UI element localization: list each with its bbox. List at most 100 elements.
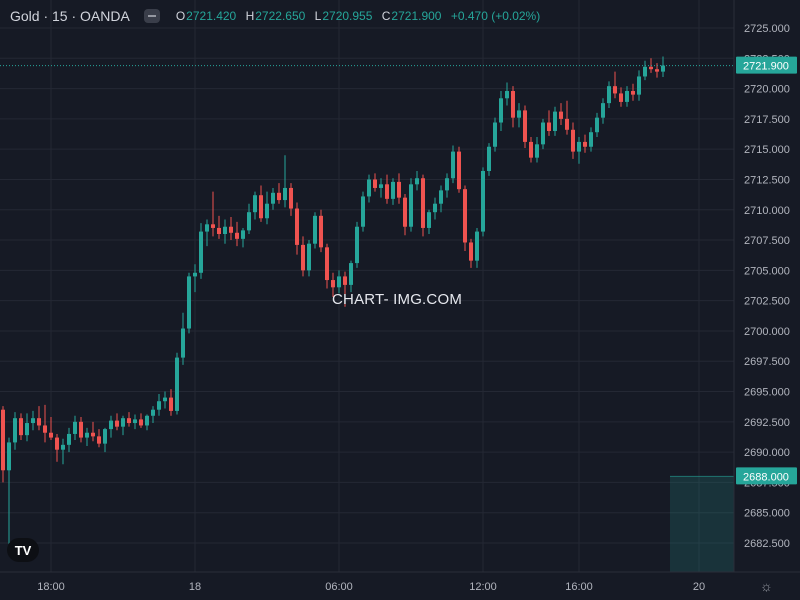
price-axis[interactable]: 2725.0002722.5002720.0002717.5002715.000…: [736, 23, 797, 550]
candle-body: [535, 144, 539, 158]
y-tick-label: 2705.000: [744, 265, 790, 277]
candle-body: [133, 419, 137, 424]
candle: [433, 197, 437, 220]
y-tick-label: 2692.500: [744, 417, 790, 429]
y-tick-label: 2685.000: [744, 508, 790, 520]
candle: [583, 134, 587, 153]
high-value: 2722.650: [255, 9, 306, 23]
candle: [475, 227, 479, 268]
settings-gear-icon[interactable]: ☼: [760, 578, 773, 594]
candle-body: [193, 272, 197, 277]
candle: [175, 352, 179, 415]
candle: [589, 127, 593, 152]
symbol-label[interactable]: Gold · 15 · OANDA: [10, 8, 130, 24]
change-value: +0.470 (+0.02%): [450, 9, 541, 23]
low-label: L: [314, 9, 322, 23]
high-label: H: [245, 9, 255, 23]
y-tick-label: 2720.000: [744, 84, 790, 96]
candle: [487, 143, 491, 176]
candle: [103, 427, 107, 453]
candle-body: [115, 420, 119, 427]
candle: [61, 438, 65, 465]
candle-body: [463, 189, 467, 243]
candle: [319, 209, 323, 253]
candle: [535, 137, 539, 163]
candle: [133, 414, 137, 430]
candle: [547, 110, 551, 136]
candle-body: [295, 208, 299, 245]
candle-body: [427, 212, 431, 228]
time-axis[interactable]: 18:00 18 06:00 12:00 16:00 20: [37, 581, 705, 593]
candle-body: [229, 226, 233, 233]
candle-body: [625, 91, 629, 102]
candle-body: [475, 231, 479, 261]
candle-body: [277, 192, 281, 201]
candle-body: [31, 418, 35, 424]
candle-body: [439, 190, 443, 204]
candle-body: [55, 437, 59, 450]
open-value: 2721.420: [186, 9, 237, 23]
candle-body: [523, 110, 527, 142]
candle: [67, 427, 71, 453]
tradingview-logo[interactable]: TV: [7, 538, 39, 562]
marker-price-label: 2688.000: [743, 471, 789, 483]
y-tick-label: 2697.500: [744, 356, 790, 368]
candle: [523, 105, 527, 148]
candle: [79, 416, 83, 443]
candle-body: [19, 418, 23, 436]
candle-body: [361, 196, 365, 227]
y-tick-label: 2690.000: [744, 447, 790, 459]
y-tick-label: 2682.500: [744, 538, 790, 550]
candle-body: [97, 436, 101, 444]
candle-body: [7, 442, 11, 471]
candle-body: [385, 184, 389, 199]
hide-indicator-icon[interactable]: [143, 9, 160, 23]
candle: [565, 100, 569, 135]
candle-body: [139, 419, 143, 426]
candle: [229, 217, 233, 241]
y-tick-label: 2695.000: [744, 387, 790, 399]
marker-price-badge: [736, 467, 797, 485]
candle: [595, 112, 599, 138]
candle: [343, 271, 347, 307]
candle-body: [649, 66, 653, 70]
candle: [19, 413, 23, 440]
candle-body: [25, 423, 29, 436]
candle: [73, 415, 77, 440]
candle: [469, 238, 473, 268]
candle: [439, 185, 443, 213]
candle: [127, 412, 131, 427]
candle: [145, 414, 149, 431]
candle-body: [379, 184, 383, 188]
candle-body: [343, 276, 347, 285]
candle-body: [163, 397, 167, 402]
candle-body: [259, 195, 263, 219]
candle-body: [451, 151, 455, 179]
candle-body: [631, 91, 635, 95]
candle-body: [553, 111, 557, 131]
candle-body: [247, 212, 251, 231]
candle-body: [121, 418, 125, 427]
candle: [505, 82, 509, 106]
candle-body: [73, 421, 77, 434]
candle-body: [205, 224, 209, 232]
last-price-badge: [736, 56, 797, 74]
candle-body: [157, 401, 161, 410]
candle: [289, 183, 293, 216]
candle-body: [331, 280, 335, 288]
candle-body: [607, 86, 611, 104]
candle-body: [175, 357, 179, 411]
candle-body: [211, 224, 215, 228]
candle: [49, 416, 53, 440]
candle-body: [601, 103, 605, 118]
chart-legend: Gold · 15 · OANDA O2721.420 H2722.650 L2…: [10, 6, 546, 26]
candle: [499, 91, 503, 131]
candle: [397, 173, 401, 204]
candle: [325, 243, 329, 289]
candle-body: [433, 203, 437, 213]
candle: [355, 221, 359, 268]
candle: [199, 223, 203, 279]
candle-body: [217, 227, 221, 234]
candle-series[interactable]: [1, 56, 665, 556]
